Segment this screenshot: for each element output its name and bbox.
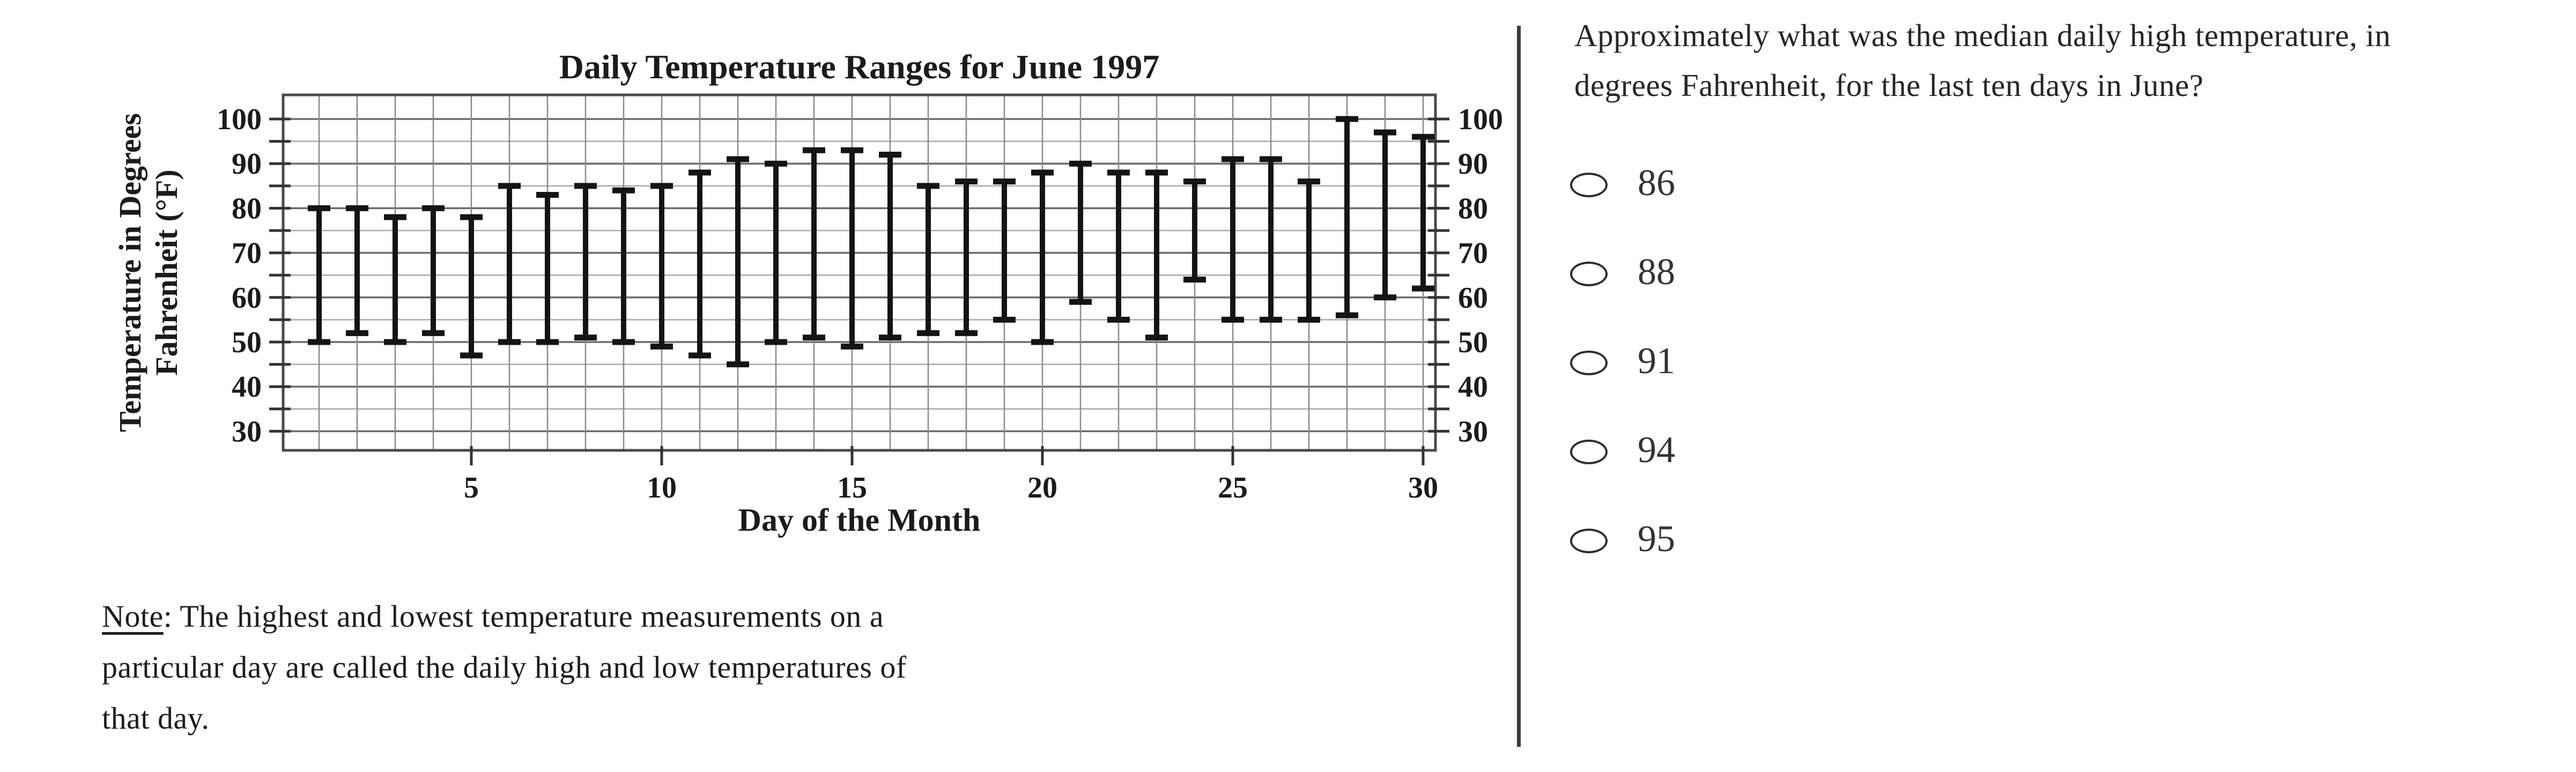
range-bar-day-25 — [1222, 156, 1244, 323]
range-bar-day-9 — [612, 187, 635, 345]
x-axis-title: Day of the Month — [738, 502, 981, 538]
range-bar-day-26 — [1260, 156, 1282, 323]
range-bar-day-4 — [422, 205, 445, 336]
temperature-ranges-chart: 30 30 40 40 50 50 60 60 70 70 80 80 90 90 100 100 5 10 15 2… — [113, 48, 1503, 538]
range-bar-day-20 — [1031, 169, 1054, 345]
range-bar-day-1 — [308, 205, 330, 345]
note-line2: particular day are called the daily high… — [102, 650, 907, 685]
radio-button-icon[interactable] — [1570, 351, 1608, 375]
chart-title: Daily Temperature Ranges for June 1997 — [559, 48, 1159, 86]
range-bar-day-7 — [536, 191, 559, 345]
range-bar-day-17 — [917, 183, 939, 336]
range-bar-day-5 — [460, 214, 483, 359]
y-axis-tick-label: 90 — [1458, 147, 1488, 181]
y-axis-tick-label: 90 — [232, 147, 262, 181]
range-bar-day-3 — [384, 214, 406, 345]
option-label: 95 — [1638, 518, 1675, 560]
range-bar-day-6 — [498, 183, 521, 345]
range-bar-day-23 — [1145, 169, 1168, 341]
note-line3: that day. — [102, 701, 210, 736]
range-bar-day-18 — [955, 178, 978, 336]
range-bar-day-12 — [727, 156, 749, 368]
radio-button-icon[interactable] — [1570, 262, 1608, 286]
option-label: 86 — [1638, 162, 1675, 204]
range-bar-day-2 — [346, 205, 368, 336]
note-line1: : The highest and lowest temperature mea… — [163, 599, 884, 634]
option-label: 94 — [1638, 429, 1675, 471]
range-bar-day-19 — [993, 178, 1016, 323]
range-bar-day-28 — [1336, 116, 1358, 318]
y-axis-tick-label: 70 — [1458, 237, 1488, 270]
y-axis-tick-label: 50 — [232, 326, 262, 359]
chart-axes — [269, 93, 1449, 465]
x-axis-tick-label: 30 — [1408, 471, 1438, 504]
answer-options: 86 88 91 94 95 — [1570, 140, 2053, 585]
question-text: Approximately what was the median daily … — [1574, 11, 2475, 110]
y-axis-tick-label: 60 — [232, 281, 262, 315]
range-bar-day-15 — [841, 147, 863, 350]
y-axis-tick-label: 30 — [232, 415, 262, 448]
range-bar-day-29 — [1374, 129, 1396, 301]
y-axis-tick-label: 70 — [232, 237, 262, 270]
y-axis-tick-label: 80 — [1458, 192, 1488, 225]
note-label: Note — [102, 599, 164, 634]
y-axis-tick-label: 30 — [1458, 415, 1488, 448]
range-bar-day-22 — [1107, 169, 1130, 323]
range-bar-day-8 — [574, 183, 597, 341]
question-line1: Approximately what was the median daily … — [1574, 18, 2391, 53]
range-bar-day-13 — [765, 160, 787, 345]
range-bar-day-21 — [1069, 160, 1092, 305]
y-axis-title-line1: Temperature in Degrees — [113, 113, 147, 432]
x-axis-tick-label: 15 — [837, 471, 867, 504]
y-axis-tick-label: 100 — [1458, 103, 1503, 136]
y-axis-tick-label: 40 — [1458, 370, 1488, 404]
range-bar-day-24 — [1183, 178, 1206, 283]
panel-divider — [1517, 26, 1521, 747]
radio-button-icon[interactable] — [1570, 529, 1608, 553]
answer-option[interactable]: 91 — [1570, 318, 2053, 407]
option-label: 88 — [1638, 251, 1675, 293]
range-bar-day-10 — [650, 183, 673, 350]
answer-option[interactable]: 88 — [1570, 229, 2053, 318]
radio-button-icon[interactable] — [1570, 440, 1608, 464]
x-axis-tick-label: 5 — [464, 471, 479, 504]
range-bar-day-30 — [1412, 133, 1434, 292]
range-bar-day-14 — [803, 147, 825, 341]
x-axis-tick-label: 10 — [647, 471, 677, 504]
temperature-range-bars — [308, 116, 1434, 368]
answer-option[interactable]: 94 — [1570, 407, 2053, 496]
answer-option[interactable]: 86 — [1570, 140, 2053, 229]
chart-grid — [283, 95, 1435, 450]
y-axis-tick-label: 100 — [217, 103, 262, 136]
answer-option[interactable]: 95 — [1570, 496, 2053, 585]
y-axis-tick-label: 40 — [232, 370, 262, 404]
range-bar-day-16 — [879, 152, 901, 341]
radio-button-icon[interactable] — [1570, 173, 1608, 197]
y-axis-tick-label: 60 — [1458, 281, 1488, 315]
range-bar-day-27 — [1298, 178, 1320, 323]
chart-note: Note: The highest and lowest temperature… — [102, 591, 971, 744]
x-axis-tick-label: 20 — [1027, 471, 1057, 504]
option-label: 91 — [1638, 340, 1675, 382]
y-axis-tick-label: 50 — [1458, 326, 1488, 359]
range-bar-day-11 — [689, 169, 711, 359]
question-line2: degrees Fahrenheit, for the last ten day… — [1574, 68, 2204, 103]
chart-labels: 30 30 40 40 50 50 60 60 70 70 80 80 90 90 100 100 5 10 15 2… — [113, 48, 1503, 538]
x-axis-tick-label: 25 — [1218, 471, 1248, 504]
y-axis-tick-label: 80 — [232, 192, 262, 225]
y-axis-title-line2: Fahrenheit (°F) — [149, 169, 184, 376]
